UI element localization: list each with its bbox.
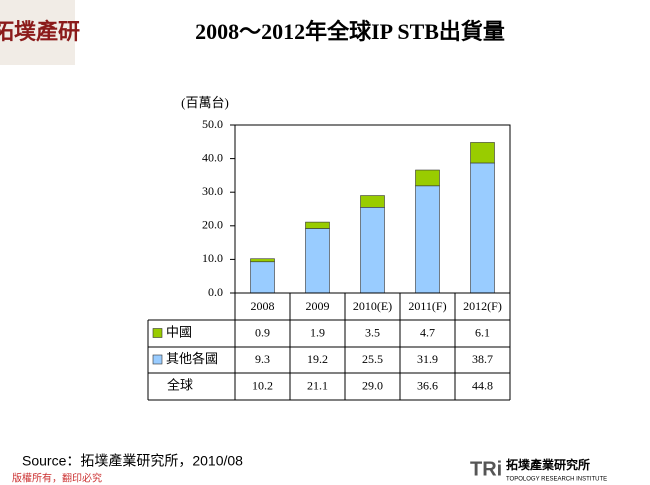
y-tick-label: 20.0 xyxy=(202,218,223,232)
table-value: 19.2 xyxy=(307,352,328,366)
total-value: 44.8 xyxy=(472,378,493,392)
total-value: 29.0 xyxy=(362,378,383,392)
table-value: 1.9 xyxy=(310,325,325,339)
y-axis-label: (百萬台) xyxy=(181,95,229,110)
bar xyxy=(305,221,330,229)
y-tick-label: 30.0 xyxy=(202,184,223,198)
table-value: 38.7 xyxy=(472,352,493,366)
x-tick-label: 2009 xyxy=(306,299,330,313)
legend-label: 其他各國 xyxy=(166,351,218,366)
total-value: 21.1 xyxy=(307,378,328,392)
total-value: 10.2 xyxy=(252,378,273,392)
corner-logo: 拓墣產研 xyxy=(0,19,80,44)
logo-sub: TOPOLOGY RESEARCH INSTITUTE xyxy=(506,477,607,483)
total-value: 36.6 xyxy=(417,378,438,392)
legend-swatch xyxy=(152,354,163,365)
y-tick-label: 0.0 xyxy=(208,285,223,299)
bar xyxy=(470,162,495,294)
table-value: 4.7 xyxy=(420,325,435,339)
x-tick-label: 2012(F) xyxy=(463,299,502,313)
table-value: 0.9 xyxy=(255,325,270,339)
table-value: 25.5 xyxy=(362,352,383,366)
footer: 版權所有，翻印必究 xyxy=(12,472,102,485)
bar xyxy=(250,261,275,294)
footer-bar xyxy=(0,472,650,485)
bar xyxy=(415,185,440,294)
bar xyxy=(305,228,330,294)
y-tick-label: 10.0 xyxy=(202,251,223,265)
legend-swatch xyxy=(152,328,163,338)
source: Source：拓墣產業研究所，2010/08 xyxy=(22,453,243,469)
legend-label: 中國 xyxy=(166,324,192,339)
corner-logo-bg xyxy=(0,0,75,65)
x-tick-label: 2010(E) xyxy=(353,299,392,313)
bar xyxy=(415,169,440,187)
chart-title: 2008～2012年全球IP STB出貨量 xyxy=(195,19,505,44)
y-tick-label: 40.0 xyxy=(202,150,223,164)
bar xyxy=(360,195,385,208)
table-value: 31.9 xyxy=(417,352,438,366)
table-value: 3.5 xyxy=(365,325,380,339)
bar xyxy=(360,207,385,294)
table-value: 9.3 xyxy=(255,352,270,366)
bar xyxy=(250,258,275,263)
total-label: 全球 xyxy=(167,377,193,392)
table-value: 6.1 xyxy=(475,325,490,339)
logo-mark: TRi xyxy=(470,458,502,480)
x-tick-label: 2011(F) xyxy=(408,299,446,313)
x-tick-label: 2008 xyxy=(251,299,275,313)
bar xyxy=(470,142,495,164)
y-tick-label: 50.0 xyxy=(202,117,223,131)
logo-name: 拓墣產業研究所 xyxy=(506,457,590,472)
